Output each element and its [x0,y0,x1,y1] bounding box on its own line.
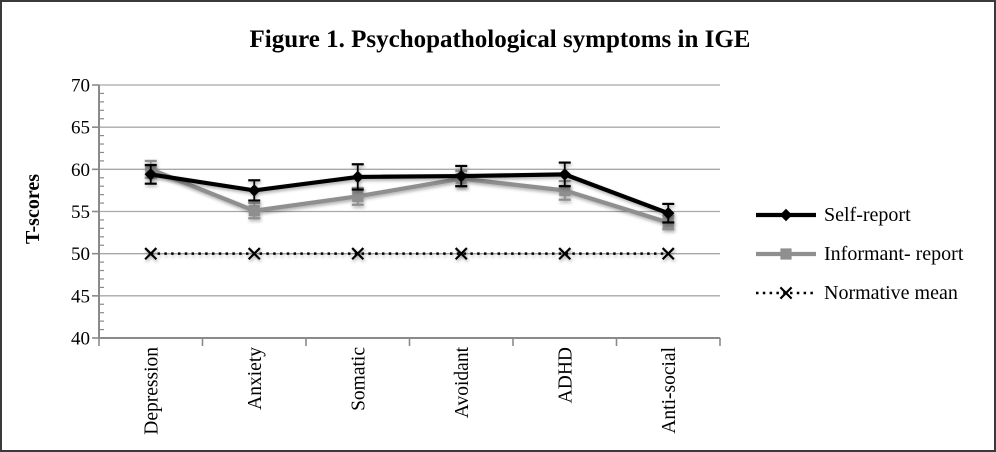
svg-text:45: 45 [71,286,90,307]
series-1 [144,159,675,231]
series-0 [144,161,675,224]
figure-title: Figure 1. Psychopathological symptoms in… [249,26,751,53]
series-2 [144,247,675,261]
legend-swatch-normative-mean-icon [756,286,816,300]
axes [92,84,721,346]
legend-swatch-self-report-icon [756,208,816,222]
legend-label-self-report: Self-report [824,203,911,226]
svg-text:50: 50 [71,244,90,265]
y-tick-labels: 40 45 50 55 60 65 70 [71,76,90,350]
legend-item-normative-mean: Normative mean [755,280,963,306]
gridlines [99,84,720,297]
y-axis-label: T-scores [22,174,44,244]
legend-item-informant-report: Informant- report [755,241,963,267]
svg-text:Anxiety: Anxiety [245,347,266,410]
legend: Self-report Informant- report Normative … [755,202,963,319]
svg-text:Avoidant: Avoidant [452,346,473,418]
svg-text:40: 40 [71,329,90,350]
svg-text:ADHD: ADHD [555,347,576,403]
legend-label-informant-report: Informant- report [824,242,964,265]
legend-label-normative-mean: Normative mean [824,281,958,304]
svg-text:70: 70 [71,76,90,97]
svg-text:Depression: Depression [141,347,162,435]
svg-text:65: 65 [71,118,90,139]
legend-item-self-report: Self-report [755,202,963,228]
legend-swatch-informant-report-icon [756,248,816,260]
svg-text:Somatic: Somatic [348,347,369,411]
svg-text:55: 55 [71,202,90,223]
x-category-labels: Depression Anxiety Somatic Avoidant ADHD Anti… [141,346,680,434]
svg-text:60: 60 [71,160,90,181]
svg-text:Anti-social: Anti-social [659,346,680,433]
